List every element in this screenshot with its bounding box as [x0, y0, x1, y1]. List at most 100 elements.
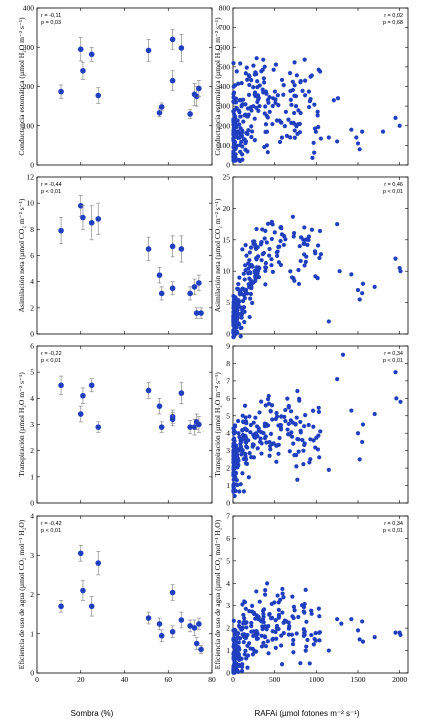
- data-point: [302, 57, 307, 62]
- data-point: [291, 637, 296, 643]
- data-point: [238, 114, 243, 119]
- data-point: [313, 445, 318, 450]
- y-tick-label: 2: [30, 590, 34, 599]
- data-point: [239, 103, 244, 108]
- data-point: [236, 662, 242, 667]
- y-tick-label: 25: [223, 173, 231, 182]
- data-point: [241, 419, 246, 424]
- data-point: [311, 642, 316, 647]
- data-point: [255, 268, 261, 274]
- data-point: [240, 602, 245, 607]
- data-point: [242, 616, 247, 621]
- data-point: [310, 408, 316, 413]
- data-point: [242, 426, 248, 431]
- data-point: [238, 444, 244, 449]
- y-tick-label: 0: [30, 669, 34, 678]
- data-point: [326, 319, 331, 324]
- data-point: [308, 97, 313, 102]
- y-axis-label: Eficiencia de uso de agua (µmol CO₂ mol⁻…: [213, 519, 222, 669]
- data-point: [231, 138, 236, 143]
- data-point: [277, 435, 282, 441]
- data-point: [295, 131, 300, 136]
- data-point: [239, 291, 244, 296]
- data-point: [279, 633, 284, 638]
- y-tick-label: 6: [30, 342, 34, 351]
- data-point: [156, 621, 163, 627]
- stat-r: r = -0,44: [41, 182, 62, 188]
- data-point: [251, 420, 256, 425]
- panel-B3: 0 1 2 3 4 5 6 7 8 9 Transpiración (µmol H₂O m⁻² s⁻…: [213, 342, 409, 508]
- plot-frame: [36, 7, 213, 166]
- data-point: [292, 278, 297, 283]
- data-point: [156, 109, 163, 116]
- data-point: [80, 392, 86, 399]
- data-point: [187, 111, 193, 117]
- y-tick-label: 7: [226, 512, 230, 521]
- data-point: [196, 621, 202, 627]
- data-point: [335, 617, 340, 622]
- data-point: [259, 258, 264, 263]
- data-point: [169, 243, 176, 250]
- data-point: [286, 403, 291, 409]
- data-point: [349, 127, 354, 132]
- data-point: [318, 252, 324, 257]
- data-point: [245, 77, 250, 82]
- data-point: [292, 231, 297, 236]
- data-point: [249, 620, 254, 626]
- panel-B4: 0 500 1000 1500 2000 0 1 2 3 4 5 6 7 Eficiencia de us…: [213, 512, 409, 684]
- y-tick-label: 5: [226, 298, 230, 307]
- data-point: [398, 269, 403, 274]
- data-point: [283, 109, 289, 115]
- data-point: [253, 616, 258, 621]
- data-point: [245, 632, 250, 638]
- data-point: [260, 617, 266, 622]
- data-point: [276, 102, 281, 108]
- data-point: [145, 615, 152, 621]
- data-point: [269, 263, 274, 268]
- data-point: [253, 274, 258, 279]
- data-point: [339, 621, 344, 626]
- data-point: [285, 427, 290, 432]
- data-point: [240, 471, 245, 476]
- data-point: [232, 334, 237, 339]
- data-point: [260, 608, 266, 613]
- data-point: [231, 436, 237, 441]
- data-point: [306, 422, 311, 428]
- data-point: [267, 246, 272, 252]
- panel-A4: 0 20 40 60 80 0 1 2 3 4 Eficiencia de uso de agua …: [17, 512, 216, 685]
- data-point: [242, 652, 247, 657]
- data-point: [300, 88, 305, 93]
- data-point: [240, 144, 245, 149]
- data-point: [95, 560, 102, 566]
- y-tick-label: 2: [226, 464, 230, 473]
- y-axis-label: Conductancia estomática (µmol H₂O m⁻² s⁻…: [17, 17, 26, 156]
- data-point: [247, 82, 252, 88]
- data-point: [305, 637, 310, 643]
- data-point: [145, 246, 152, 252]
- data-point: [289, 275, 295, 280]
- data-point: [231, 300, 236, 305]
- plot-frame: [36, 345, 213, 504]
- data-point: [237, 131, 242, 136]
- data-point: [262, 436, 268, 441]
- data-point: [292, 135, 297, 140]
- y-tick-label: 2: [30, 446, 34, 455]
- data-point: [293, 422, 298, 427]
- data-point: [308, 437, 313, 442]
- data-point: [178, 246, 185, 252]
- data-point: [278, 597, 283, 602]
- data-point: [158, 290, 165, 297]
- data-point: [169, 628, 176, 635]
- data-point: [281, 83, 286, 88]
- data-point: [279, 662, 285, 667]
- data-point: [295, 388, 300, 394]
- data-point: [244, 253, 249, 258]
- stat-p: p < 0,01: [383, 189, 403, 195]
- data-point: [232, 632, 238, 637]
- data-point: [261, 57, 266, 62]
- data-point: [231, 309, 236, 314]
- data-point: [295, 122, 300, 127]
- data-point: [360, 422, 366, 427]
- data-point: [280, 610, 285, 615]
- data-point: [337, 269, 342, 274]
